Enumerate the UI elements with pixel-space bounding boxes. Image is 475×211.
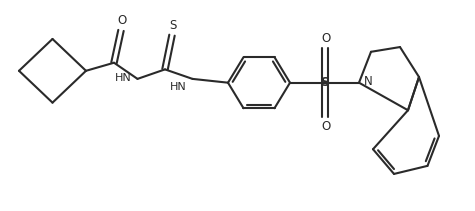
Text: O: O	[322, 120, 331, 133]
Text: N: N	[364, 75, 372, 88]
Text: O: O	[117, 14, 127, 27]
Text: HN: HN	[170, 83, 187, 92]
Text: S: S	[321, 76, 330, 89]
Text: HN: HN	[115, 73, 132, 83]
Text: O: O	[322, 32, 331, 45]
Text: S: S	[169, 19, 177, 32]
